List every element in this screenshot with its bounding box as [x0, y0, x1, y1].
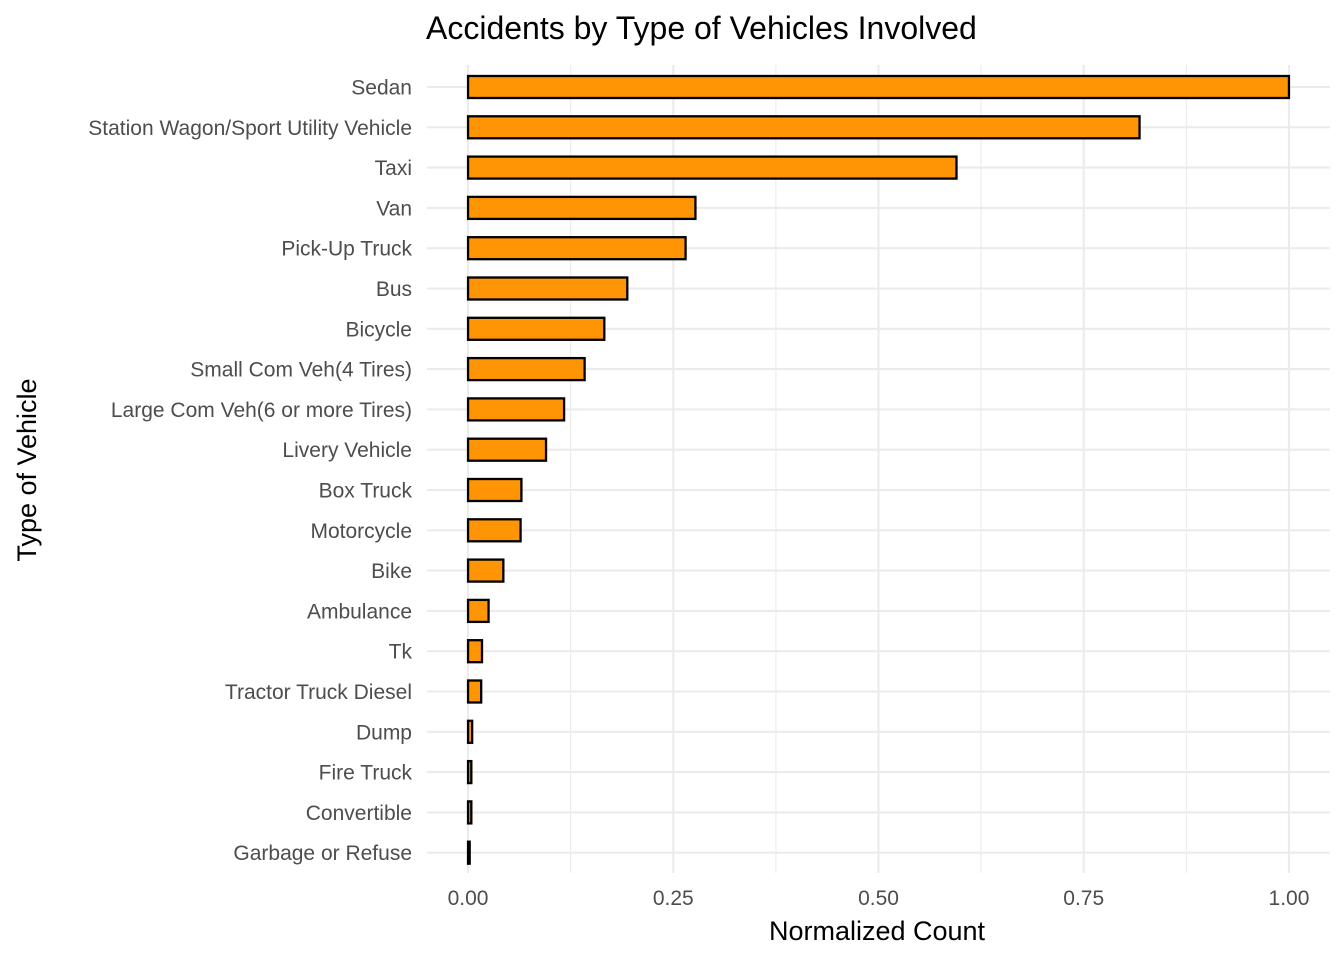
- grid: [427, 65, 1330, 873]
- bar: [466, 316, 606, 341]
- bars: [466, 74, 1291, 865]
- bar: [466, 558, 505, 583]
- x-tick-label: 0.25: [653, 887, 694, 910]
- y-tick-label: Livery Vehicle: [282, 439, 412, 462]
- bar: [466, 155, 958, 180]
- y-tick-label: Small Com Veh(4 Tires): [190, 359, 412, 382]
- y-tick-label: Fire Truck: [319, 762, 413, 785]
- bar: [466, 639, 484, 664]
- bar: [466, 679, 483, 704]
- bar: [466, 518, 522, 543]
- y-tick-label: Box Truck: [319, 480, 413, 503]
- y-tick-label: Garbage or Refuse: [233, 842, 412, 865]
- bar: [466, 719, 474, 744]
- bar: [466, 276, 629, 301]
- y-tick-label: Taxi: [375, 157, 412, 180]
- bar: [466, 437, 548, 462]
- y-tick-label: Dump: [356, 721, 412, 744]
- y-tick-label: Tk: [389, 641, 413, 664]
- y-tick-label: Ambulance: [307, 600, 412, 623]
- x-tick-labels: 0.00 0.25 0.50 0.75 1.00: [448, 887, 1310, 910]
- y-tick-label: Motorcycle: [310, 520, 412, 543]
- chart-title: Accidents by Type of Vehicles Involved: [426, 10, 977, 46]
- bar: [466, 598, 490, 624]
- y-axis-title: Type of Vehicle: [12, 378, 42, 561]
- y-tick-label: Bus: [376, 278, 412, 301]
- y-tick-label: Bicycle: [345, 318, 412, 341]
- bar: [466, 195, 697, 221]
- y-tick-label: Convertible: [306, 802, 412, 825]
- bar: [466, 115, 1141, 140]
- x-tick-label: 0.75: [1063, 887, 1104, 910]
- bar: [466, 477, 523, 503]
- x-axis-title: Normalized Count: [769, 916, 986, 946]
- y-tick-label: Pick-Up Truck: [281, 238, 412, 261]
- bar: [466, 759, 473, 785]
- y-tick-labels: Sedan Station Wagon/Sport Utility Vehicle…: [88, 77, 412, 866]
- bar: [466, 236, 687, 261]
- x-tick-label: 1.00: [1269, 887, 1310, 910]
- bar: [466, 840, 471, 865]
- bar: [466, 397, 566, 422]
- y-tick-label: Bike: [371, 560, 412, 583]
- bar: [466, 800, 473, 825]
- x-tick-label: 0.00: [448, 887, 489, 910]
- x-tick-label: 0.50: [858, 887, 899, 910]
- y-tick-label: Large Com Veh(6 or more Tires): [111, 399, 412, 422]
- bar: [466, 74, 1291, 100]
- y-tick-label: Tractor Truck Diesel: [225, 681, 412, 704]
- y-tick-label: Sedan: [351, 77, 412, 100]
- y-tick-label: Van: [376, 197, 412, 220]
- y-tick-label: Station Wagon/Sport Utility Vehicle: [88, 117, 412, 140]
- bar: [466, 356, 586, 382]
